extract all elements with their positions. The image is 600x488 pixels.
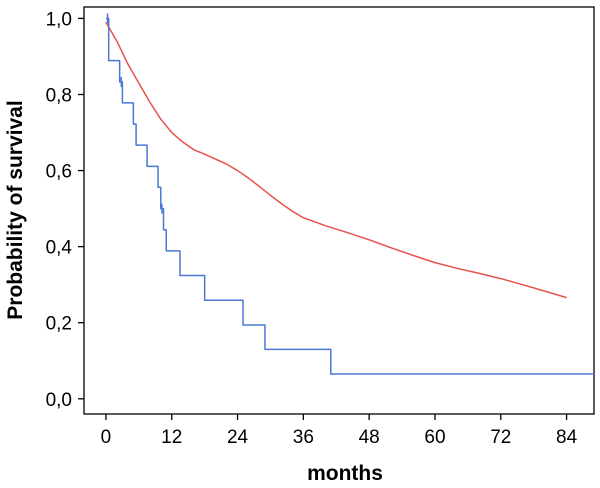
y-tick-label: 0,8 xyxy=(46,85,72,106)
y-tick-label: 0,2 xyxy=(46,314,72,335)
series-line-2 xyxy=(105,17,594,375)
x-axis: 0 12 24 36 48 60 72 84 xyxy=(101,414,578,448)
x-tick-label: 60 xyxy=(424,427,445,448)
x-tick-label: 48 xyxy=(359,427,380,448)
series-line-1 xyxy=(105,21,567,299)
x-tick-label: 24 xyxy=(227,427,249,448)
y-tick-label: 0,0 xyxy=(46,390,72,411)
x-tick-label: 72 xyxy=(490,427,511,448)
y-axis-title: Probability of survival xyxy=(4,100,27,319)
x-tick-label: 0 xyxy=(101,427,112,448)
x-axis-title: months xyxy=(307,462,383,485)
y-tick-label: 0,6 xyxy=(46,162,72,183)
plot-frame xyxy=(83,6,595,415)
y-tick-label: 1,0 xyxy=(46,9,72,30)
x-tick-label: 84 xyxy=(556,427,578,448)
y-tick-label: 0,4 xyxy=(46,238,73,259)
x-tick-label: 12 xyxy=(161,427,182,448)
y-axis: 0,0 0,2 0,4 0,6 0,8 1,0 xyxy=(46,9,84,411)
x-tick-label: 36 xyxy=(293,427,314,448)
series-layer xyxy=(105,13,594,375)
